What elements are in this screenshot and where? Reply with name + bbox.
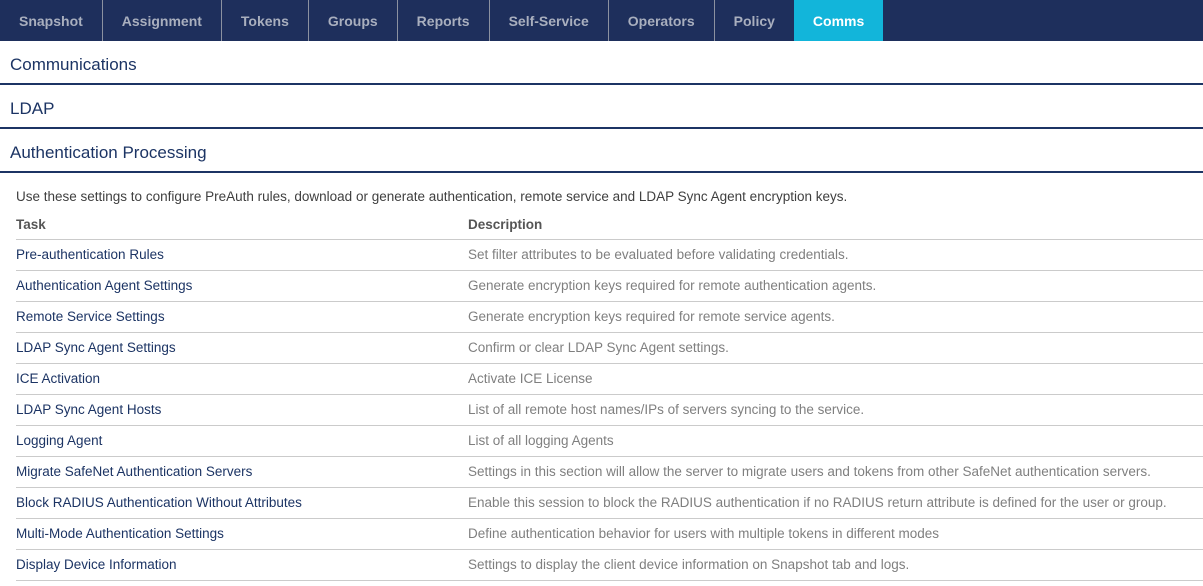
description-cell: List of all remote host names/IPs of ser… xyxy=(468,394,1203,426)
nav-tab-label: Tokens xyxy=(240,12,289,29)
tab-self-service[interactable]: Self-Service xyxy=(488,0,608,41)
description-cell: Generate encryption keys required for re… xyxy=(468,270,1203,302)
table-row: Authentication Agent Settings Generate e… xyxy=(16,270,1203,302)
nav-tab-label: Policy xyxy=(733,12,775,29)
nav-tab-label: Operators xyxy=(627,12,695,29)
description-cell: Activate ICE License xyxy=(468,363,1203,395)
task-link[interactable]: LDAP Sync Agent Settings xyxy=(16,340,176,355)
nav-tab-label: Reports xyxy=(416,12,470,29)
task-column-header: Task xyxy=(16,211,468,240)
task-link[interactable]: LDAP Sync Agent Hosts xyxy=(16,402,162,417)
task-link[interactable]: Remote Service Settings xyxy=(16,309,165,324)
task-cell: LDAP Sync Agent Settings xyxy=(16,332,468,364)
nav-tab-label: Self-Service xyxy=(508,12,589,29)
tab-reports[interactable]: Reports xyxy=(396,0,489,41)
table-row: Pre-authentication Rules Set filter attr… xyxy=(16,239,1203,271)
task-cell: Logging Agent xyxy=(16,425,468,457)
task-link[interactable]: Logging Agent xyxy=(16,433,103,448)
task-link[interactable]: Display Device Information xyxy=(16,557,177,572)
task-table: Task Description Pre-authentication Rule… xyxy=(16,211,1203,581)
section-header-communications[interactable]: Communications xyxy=(0,41,1203,85)
description-cell: List of all logging Agents xyxy=(468,425,1203,457)
table-row: LDAP Sync Agent Hosts List of all remote… xyxy=(16,394,1203,426)
description-cell: Settings in this section will allow the … xyxy=(468,456,1203,488)
tab-assignment[interactable]: Assignment xyxy=(101,0,221,41)
task-cell: Migrate SafeNet Authentication Servers xyxy=(16,456,468,488)
tab-operators[interactable]: Operators xyxy=(607,0,714,41)
description-cell: Settings to display the client device in… xyxy=(468,549,1203,581)
task-link[interactable]: Pre-authentication Rules xyxy=(16,247,164,262)
description-cell: Define authentication behavior for users… xyxy=(468,518,1203,550)
nav-tab-label: Groups xyxy=(327,12,378,29)
table-row: Logging Agent List of all logging Agents xyxy=(16,425,1203,457)
task-cell: ICE Activation xyxy=(16,363,468,395)
tab-comms[interactable]: Comms xyxy=(793,0,884,41)
panel-intro-text: Use these settings to configure PreAuth … xyxy=(16,189,848,204)
description-cell: Confirm or clear LDAP Sync Agent setting… xyxy=(468,332,1203,364)
description-cell: Set filter attributes to be evaluated be… xyxy=(468,239,1203,271)
task-cell: Pre-authentication Rules xyxy=(16,239,468,271)
tab-bar: Snapshot Assignment Tokens Groups Report… xyxy=(0,0,1203,41)
tab-groups[interactable]: Groups xyxy=(307,0,397,41)
task-cell: Block RADIUS Authentication Without Attr… xyxy=(16,487,468,519)
table-row: Multi-Mode Authentication Settings Defin… xyxy=(16,518,1203,550)
tab-snapshot[interactable]: Snapshot xyxy=(0,0,102,41)
table-row: ICE Activation Activate ICE License xyxy=(16,363,1203,395)
table-header-row: Task Description xyxy=(16,211,1203,240)
description-cell: Enable this session to block the RADIUS … xyxy=(468,487,1203,519)
task-link[interactable]: Block RADIUS Authentication Without Attr… xyxy=(16,495,302,510)
task-table-body: Pre-authentication Rules Set filter attr… xyxy=(16,239,1203,581)
table-row: Display Device Information Settings to d… xyxy=(16,549,1203,581)
task-cell: Display Device Information xyxy=(16,549,468,581)
section-header-ldap[interactable]: LDAP xyxy=(0,85,1203,129)
task-link[interactable]: Multi-Mode Authentication Settings xyxy=(16,526,224,541)
table-row: LDAP Sync Agent Settings Confirm or clea… xyxy=(16,332,1203,364)
tab-policy[interactable]: Policy xyxy=(713,0,794,41)
table-row: Remote Service Settings Generate encrypt… xyxy=(16,301,1203,333)
tab-tokens[interactable]: Tokens xyxy=(220,0,308,41)
nav-tab-label: Snapshot xyxy=(19,12,83,29)
task-cell: Authentication Agent Settings xyxy=(16,270,468,302)
nav-tab-label: Comms xyxy=(812,12,865,29)
table-row: Block RADIUS Authentication Without Attr… xyxy=(16,487,1203,519)
nav-tab-label: Assignment xyxy=(121,12,202,29)
task-link[interactable]: ICE Activation xyxy=(16,371,101,386)
task-cell: LDAP Sync Agent Hosts xyxy=(16,394,468,426)
authentication-processing-panel: Use these settings to configure PreAuth … xyxy=(0,173,1203,581)
task-link[interactable]: Authentication Agent Settings xyxy=(16,278,193,293)
table-row: Migrate SafeNet Authentication Servers S… xyxy=(16,456,1203,488)
description-column-header: Description xyxy=(468,211,1203,240)
section-header-authentication-processing[interactable]: Authentication Processing xyxy=(0,129,1203,173)
description-cell: Generate encryption keys required for re… xyxy=(468,301,1203,333)
task-cell: Multi-Mode Authentication Settings xyxy=(16,518,468,550)
task-link[interactable]: Migrate SafeNet Authentication Servers xyxy=(16,464,253,479)
task-cell: Remote Service Settings xyxy=(16,301,468,333)
